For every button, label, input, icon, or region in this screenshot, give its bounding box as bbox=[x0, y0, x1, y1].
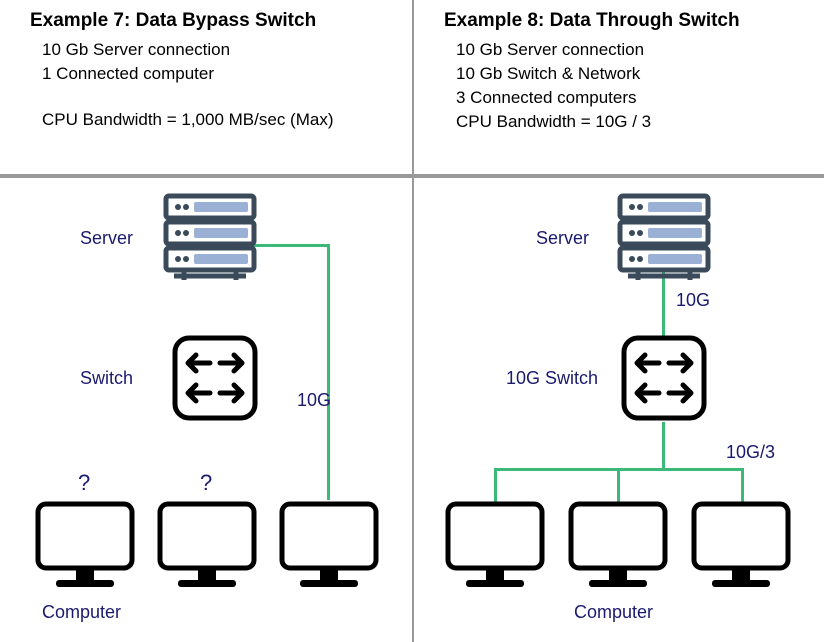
diagram-left: 10G Server Switch bbox=[0, 178, 412, 642]
wire-h-l1 bbox=[249, 244, 330, 247]
header-right: Example 8: Data Through Switch 10 Gb Ser… bbox=[414, 10, 824, 136]
wire-v-r3 bbox=[494, 468, 497, 502]
label-server-right: Server bbox=[536, 228, 589, 249]
computer-icon-l2 bbox=[152, 498, 262, 603]
label-wire-10g-right: 10G bbox=[676, 290, 710, 311]
switch-icon-right bbox=[619, 333, 709, 428]
computer-icon-l3 bbox=[274, 498, 384, 603]
computer-icon-l1 bbox=[30, 498, 140, 603]
title-left: Example 7: Data Bypass Switch bbox=[30, 10, 382, 32]
server-icon-right bbox=[614, 192, 714, 287]
computer-icon-r2 bbox=[563, 498, 673, 603]
label-computer-left: Computer bbox=[42, 602, 121, 623]
computer-icon-r1 bbox=[440, 498, 550, 603]
left-line-3: CPU Bandwidth = 1,000 MB/sec (Max) bbox=[30, 110, 382, 130]
q-left-2: ? bbox=[200, 470, 212, 496]
wire-v-l1 bbox=[327, 244, 330, 500]
header-left: Example 7: Data Bypass Switch 10 Gb Serv… bbox=[0, 10, 412, 134]
label-server-left: Server bbox=[80, 228, 133, 249]
wire-v-r5 bbox=[741, 468, 744, 502]
label-switch-left: Switch bbox=[80, 368, 133, 389]
label-wire-10g3-right: 10G/3 bbox=[726, 442, 775, 463]
right-line-0: 10 Gb Server connection bbox=[444, 40, 794, 60]
right-line-1: 10 Gb Switch & Network bbox=[444, 64, 794, 84]
title-right: Example 8: Data Through Switch bbox=[444, 10, 794, 32]
q-left-1: ? bbox=[78, 470, 90, 496]
diagram-right: 10G 10G/3 Server bbox=[414, 178, 824, 642]
label-wire-10g-left: 10G bbox=[297, 390, 331, 411]
switch-icon-left bbox=[170, 333, 260, 428]
wire-v-r4 bbox=[617, 468, 620, 502]
right-line-3: CPU Bandwidth = 10G / 3 bbox=[444, 112, 794, 132]
wire-v-r2 bbox=[662, 422, 665, 470]
left-spacer bbox=[30, 88, 382, 110]
left-line-1: 1 Connected computer bbox=[30, 64, 382, 84]
label-computer-right: Computer bbox=[574, 602, 653, 623]
label-switch-right: 10G Switch bbox=[506, 368, 598, 389]
server-icon-left bbox=[160, 192, 260, 287]
left-line-0: 10 Gb Server connection bbox=[30, 40, 382, 60]
right-line-2: 3 Connected computers bbox=[444, 88, 794, 108]
computer-icon-r3 bbox=[686, 498, 796, 603]
